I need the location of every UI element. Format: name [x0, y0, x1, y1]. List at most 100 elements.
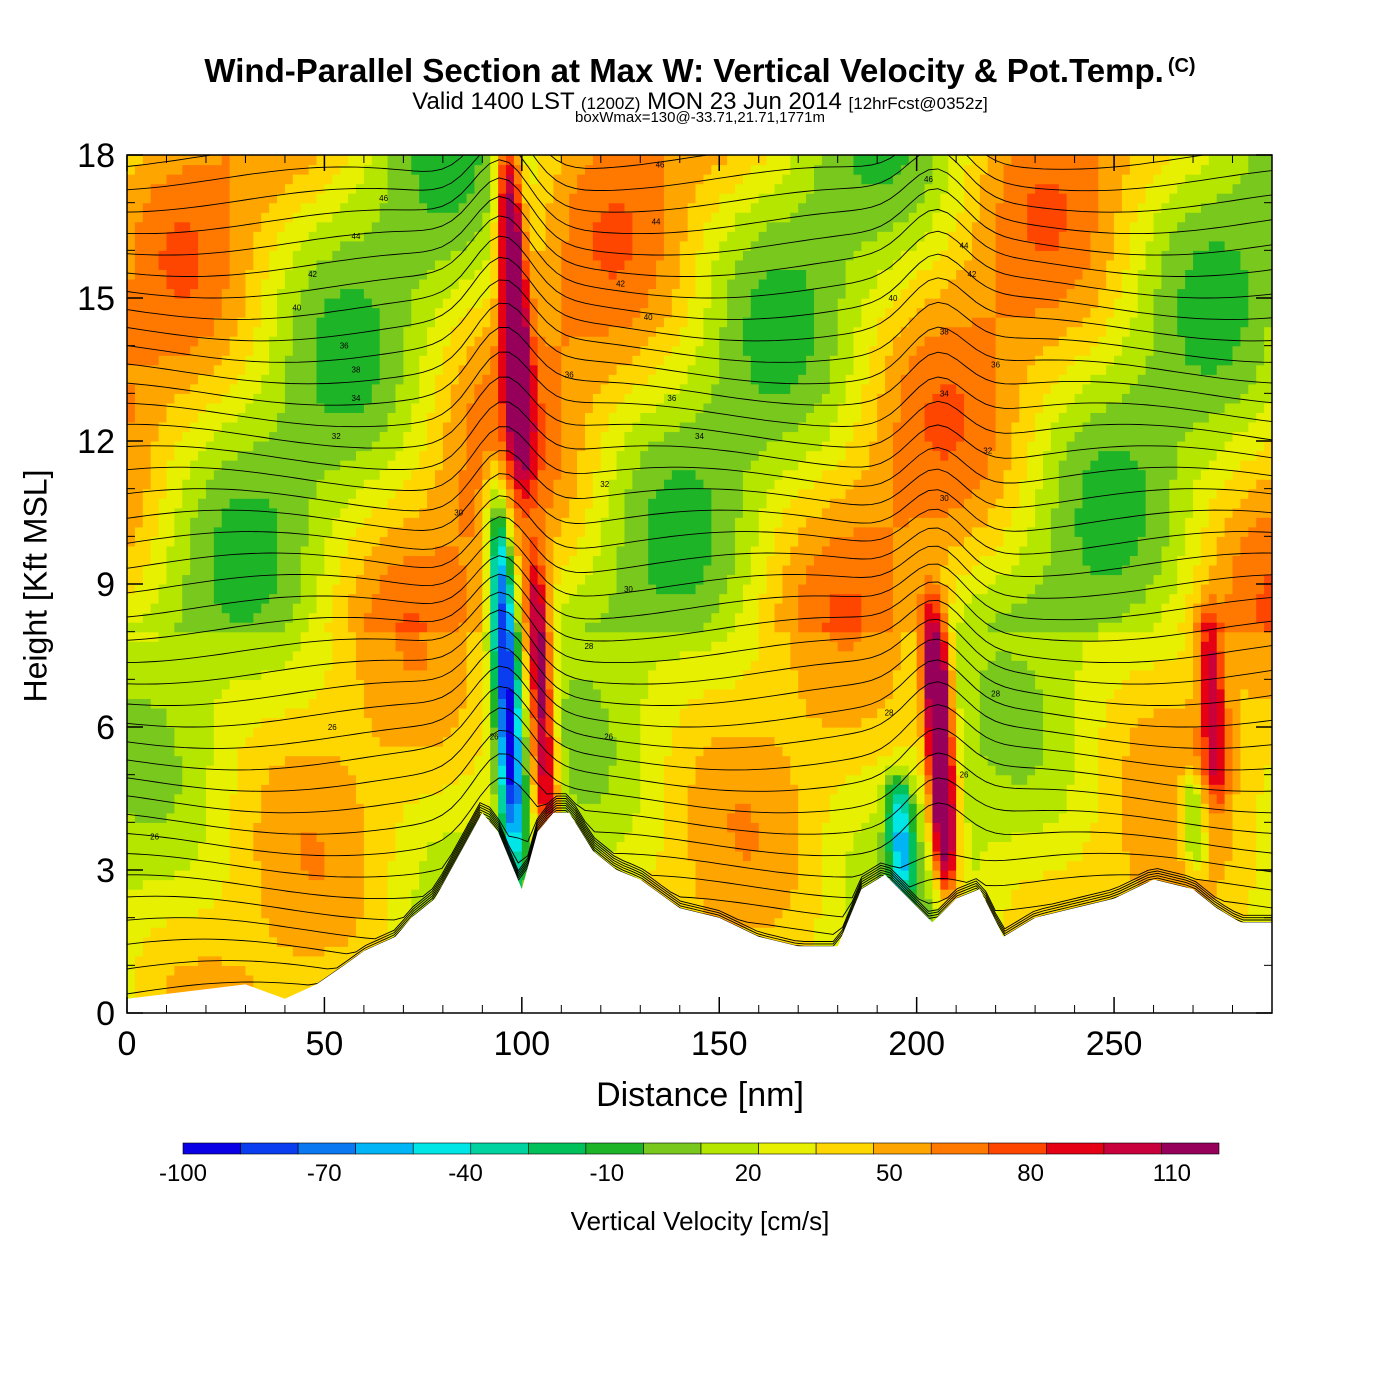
velocity-cell [269, 917, 278, 928]
velocity-cell [379, 631, 389, 642]
velocity-cell [506, 269, 515, 280]
velocity-cell [245, 974, 254, 985]
velocity-cell [506, 574, 515, 585]
velocity-cell [442, 612, 452, 623]
velocity-cell [300, 908, 310, 919]
velocity-cell [324, 278, 333, 290]
velocity-cell [561, 688, 570, 699]
velocity-cell [427, 879, 436, 890]
velocity-cell [506, 746, 515, 757]
velocity-cell [205, 812, 215, 823]
velocity-cell [221, 183, 231, 194]
velocity-cell [308, 240, 318, 251]
velocity-cell [340, 412, 349, 423]
velocity-cell [553, 622, 562, 633]
velocity-cell [363, 450, 373, 461]
velocity-cell [442, 278, 452, 290]
velocity-cell [174, 193, 183, 204]
velocity-cell [166, 984, 175, 995]
velocity-cell [127, 936, 136, 947]
velocity-cell [419, 278, 428, 290]
velocity-cell [363, 650, 373, 661]
velocity-cell [261, 860, 270, 871]
velocity-cell [198, 307, 207, 318]
velocity-cell [356, 793, 365, 804]
velocity-cell [521, 679, 531, 690]
velocity-cell [182, 765, 191, 776]
velocity-cell [537, 584, 547, 595]
velocity-cell [474, 155, 483, 166]
velocity-cell [253, 850, 262, 862]
velocity-cell [521, 155, 531, 166]
velocity-cell [513, 517, 523, 528]
velocity-cell [127, 155, 136, 166]
velocity-cell [419, 336, 428, 347]
velocity-cell [371, 917, 381, 928]
velocity-cell [198, 946, 207, 957]
velocity-cell [284, 774, 294, 785]
velocity-cell [411, 870, 420, 881]
velocity-cell [205, 870, 215, 881]
velocity-cell [450, 336, 460, 347]
velocity-cell [292, 631, 302, 642]
velocity-cell [371, 822, 381, 833]
velocity-cell [150, 850, 160, 862]
velocity-cell [506, 631, 515, 642]
velocity-cell [134, 307, 144, 318]
velocity-cell [419, 221, 428, 232]
velocity-cell [229, 831, 239, 842]
velocity-cell [348, 526, 357, 537]
velocity-cell [229, 507, 239, 518]
velocity-cell [229, 574, 239, 585]
velocity-cell [411, 221, 420, 232]
velocity-cell [466, 412, 476, 423]
velocity-cell [253, 870, 262, 881]
velocity-cell [198, 879, 207, 890]
velocity-cell [166, 555, 175, 566]
velocity-cell [419, 755, 428, 766]
velocity-cell [387, 593, 397, 604]
velocity-cell [450, 688, 460, 699]
velocity-cell [434, 479, 444, 490]
velocity-cell [490, 574, 499, 585]
velocity-cell [545, 498, 555, 509]
velocity-cell [142, 336, 152, 347]
velocity-cell [521, 803, 531, 814]
velocity-cell [513, 746, 523, 757]
velocity-cell [348, 307, 357, 318]
velocity-cell [537, 269, 547, 280]
velocity-cell [205, 584, 215, 595]
velocity-cell [403, 326, 412, 337]
velocity-cell [213, 488, 223, 499]
velocity-cell [292, 441, 302, 452]
velocity-cell [458, 631, 468, 642]
velocity-cell [513, 707, 523, 719]
velocity-cell [529, 612, 539, 623]
velocity-cell [237, 584, 247, 595]
velocity-cell [442, 174, 452, 185]
velocity-cell [300, 774, 310, 785]
velocity-cell [419, 202, 428, 213]
velocity-cell [300, 412, 310, 423]
velocity-cell [348, 631, 357, 642]
velocity-cell [166, 936, 175, 947]
velocity-cell [427, 479, 436, 490]
velocity-cell [198, 317, 207, 328]
velocity-cell [513, 698, 523, 709]
velocity-cell [213, 155, 223, 166]
velocity-cell [324, 717, 333, 728]
velocity-cell [245, 698, 254, 709]
velocity-cell [308, 545, 318, 556]
velocity-cell [245, 221, 254, 232]
velocity-cell [434, 212, 444, 223]
velocity-cell [395, 860, 404, 871]
velocity-cell [292, 707, 302, 719]
velocity-cell [300, 307, 310, 318]
velocity-cell [553, 469, 562, 480]
velocity-cell [490, 336, 499, 347]
velocity-cell [356, 669, 365, 680]
velocity-cell [403, 831, 412, 842]
velocity-cell [340, 727, 349, 738]
velocity-cell [142, 212, 152, 223]
velocity-cell [229, 240, 239, 251]
